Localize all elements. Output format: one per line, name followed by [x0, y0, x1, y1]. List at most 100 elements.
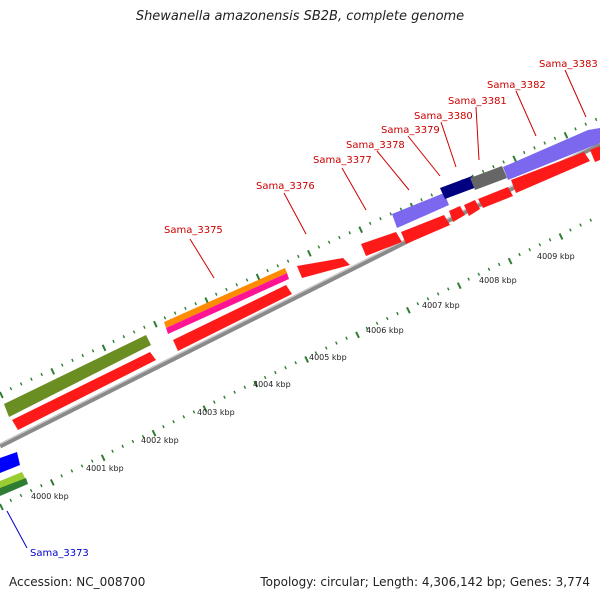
minor-tick	[194, 301, 197, 306]
scale-label: 4004 kbp	[253, 380, 291, 389]
minor-tick	[327, 240, 331, 244]
minor-tick	[543, 141, 546, 145]
minor-tick	[317, 245, 321, 249]
minor-tick	[80, 464, 84, 468]
minor-tick	[60, 363, 64, 367]
minor-tick	[214, 292, 218, 296]
label-leaders	[189, 69, 587, 279]
major-tick	[406, 306, 411, 314]
feature-green[interactable]	[0, 478, 28, 496]
minor-tick	[143, 325, 146, 329]
minor-tick	[70, 469, 74, 473]
minor-tick	[274, 370, 277, 375]
minor-tick	[574, 127, 577, 131]
major-tick	[49, 478, 55, 486]
major-tick	[50, 367, 55, 375]
minor-tick	[263, 375, 267, 380]
major-tick	[101, 344, 107, 352]
scale-label: 4002 kbp	[141, 436, 179, 445]
minor-tick	[528, 247, 531, 252]
minor-tick	[416, 302, 420, 306]
gene-label[interactable]: Sama_3377	[313, 155, 372, 166]
cds-arrow[interactable]	[511, 152, 590, 193]
gene-label[interactable]: Sama_3381	[448, 96, 507, 107]
minor-tick	[338, 235, 341, 240]
feature-grey[interactable]	[470, 166, 507, 190]
minor-tick	[284, 366, 287, 370]
gene-label[interactable]: Sama_3383	[539, 59, 598, 70]
gene-label[interactable]: Sama_3375	[164, 225, 223, 236]
scale-label: 4008 kbp	[479, 276, 517, 285]
minor-tick	[19, 493, 23, 498]
minor-tick	[420, 198, 423, 202]
scale-label: 4001 kbp	[86, 464, 124, 473]
gene-label[interactable]: Sama_3378	[346, 140, 405, 151]
scale-label: 4009 kbp	[537, 252, 575, 261]
cds-arrow[interactable]	[464, 200, 480, 216]
accession-text: Accession: NC_008700	[9, 575, 146, 589]
major-tick	[355, 331, 360, 339]
major-tick	[558, 233, 564, 240]
minor-tick	[477, 272, 481, 276]
minor-tick	[518, 252, 521, 257]
minor-tick	[297, 254, 300, 259]
major-tick	[512, 155, 517, 163]
minor-tick	[569, 228, 572, 232]
minor-tick	[579, 223, 582, 227]
scale-tick-track	[0, 218, 593, 511]
cds-arrow[interactable]	[361, 232, 402, 256]
feature-olive[interactable]	[4, 335, 151, 417]
scale-label: 4005 kbp	[309, 353, 347, 362]
minor-tick	[112, 339, 115, 344]
minor-tick	[111, 449, 114, 453]
feature-magenta[interactable]	[166, 273, 289, 334]
cds-arrow[interactable]	[478, 187, 513, 208]
feature-lavender[interactable]	[392, 193, 449, 228]
minor-tick	[30, 377, 33, 381]
minor-tick	[225, 287, 228, 292]
minor-tick	[533, 146, 536, 150]
gene-label[interactable]: Sama_3380	[414, 111, 473, 122]
scale-label: 4006 kbp	[366, 326, 404, 335]
minor-tick	[548, 238, 552, 242]
minor-tick	[538, 243, 542, 247]
minor-tick	[276, 264, 280, 268]
minor-tick	[122, 335, 126, 339]
minor-tick	[294, 361, 297, 365]
feature-lavender[interactable]	[503, 128, 600, 180]
gene-label[interactable]: Sama_3376	[256, 181, 315, 192]
cds-arrow[interactable]	[401, 215, 450, 244]
feature-navy[interactable]	[440, 176, 477, 199]
feature-blue[interactable]	[0, 452, 20, 473]
gene-labels: Sama_3373 Sama_3375 Sama_3376 Sama_3377 …	[30, 59, 598, 559]
gene-label[interactable]: Sama_3373	[30, 548, 89, 559]
cds-arrow[interactable]	[590, 146, 600, 162]
genome-stats-text: Topology: circular; Length: 4,306,142 bp…	[260, 575, 590, 589]
gene-label[interactable]: Sama_3379	[381, 125, 440, 136]
minor-tick	[192, 410, 196, 414]
minor-tick	[368, 221, 372, 226]
minor-tick	[173, 311, 177, 315]
minor-tick	[235, 283, 239, 287]
minor-tick	[594, 117, 598, 122]
minor-tick	[348, 231, 351, 235]
major-tick	[153, 320, 158, 328]
cds-arrow[interactable]	[12, 352, 156, 430]
upper-tick-track	[0, 117, 598, 399]
cds-arrow[interactable]	[449, 206, 465, 222]
minor-tick	[436, 292, 440, 296]
gene-label[interactable]: Sama_3382	[487, 80, 546, 91]
minor-tick	[447, 287, 450, 291]
minor-tick	[40, 372, 43, 377]
major-tick	[307, 249, 312, 257]
feature-orange[interactable]	[164, 268, 287, 328]
minor-tick	[223, 395, 226, 399]
minor-tick	[213, 400, 216, 404]
minor-tick	[389, 212, 392, 216]
cds-arrow[interactable]	[173, 285, 292, 351]
minor-tick	[522, 150, 526, 155]
scale-labels: 4000 kbp 4001 kbp 4002 kbp 4003 kbp 4004…	[31, 252, 575, 501]
major-tick	[456, 282, 462, 290]
cds-arrow[interactable]	[297, 258, 350, 278]
